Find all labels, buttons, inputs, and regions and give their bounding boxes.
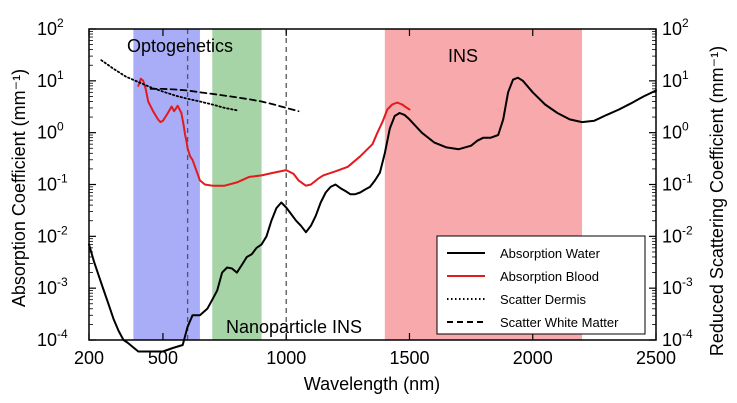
y-tick-label-right: 101 — [662, 68, 689, 91]
legend-label-absorption-water: Absorption Water — [500, 246, 601, 261]
vline-layer — [186, 29, 287, 340]
y-tick-label-left: 102 — [37, 16, 64, 39]
y-tick-label-right: 100 — [662, 120, 689, 143]
series-line-scatter-white-matter — [149, 88, 300, 113]
y-tick-label-right: 10-2 — [662, 223, 693, 246]
band-nanoparticle-ins — [212, 29, 262, 340]
y-tick-label-right: 10-4 — [662, 327, 693, 350]
band-optogenetics — [133, 29, 200, 340]
series-line-absorption-blood — [137, 77, 411, 187]
legend-label-scatter-dermis: Scatter Dermis — [500, 292, 586, 307]
y-axis-title-left: Absorption Coefficient (mm⁻¹) — [9, 69, 29, 307]
y-axis-title-right: Reduced Scattering Coefficient (mm⁻¹) — [707, 46, 727, 356]
series-line-absorption-water — [88, 76, 657, 353]
y-tick-label-left: 10-1 — [37, 172, 68, 195]
x-tick-label: 500 — [148, 348, 178, 368]
y-tick-label-right: 102 — [662, 16, 689, 39]
y-tick-label-left: 101 — [37, 68, 64, 91]
y-tick-label-right: 10-3 — [662, 275, 693, 298]
band-label-nanoparticle-ins: Nanoparticle INS — [226, 317, 362, 337]
x-tick-label: 200 — [74, 348, 104, 368]
x-tick-label: 2500 — [636, 348, 676, 368]
y-tick-label-left: 10-3 — [37, 275, 68, 298]
legend: Absorption Water Absorption Blood Scatter … — [436, 235, 646, 335]
y-tick-label-left: 100 — [37, 120, 64, 143]
band-label-ins: INS — [448, 46, 478, 66]
series-layer — [88, 59, 657, 353]
y-tick-label-left: 10-4 — [37, 327, 68, 350]
legend-label-absorption-blood: Absorption Blood — [500, 269, 599, 284]
y-tick-label-right: 10-1 — [662, 172, 693, 195]
series-line-scatter-dermis — [100, 59, 238, 112]
plot-frame — [88, 28, 657, 341]
band-label-optogenetics: Optogenetics — [127, 36, 233, 56]
x-tick-label: 1500 — [389, 348, 429, 368]
legend-label-scatter-white-matter: Scatter White Matter — [500, 315, 619, 330]
y-tick-label-left: 10-2 — [37, 223, 68, 246]
x-tick-label: 1000 — [266, 348, 306, 368]
x-axis-title: Wavelength (nm) — [304, 374, 440, 394]
x-tick-label: 2000 — [513, 348, 553, 368]
